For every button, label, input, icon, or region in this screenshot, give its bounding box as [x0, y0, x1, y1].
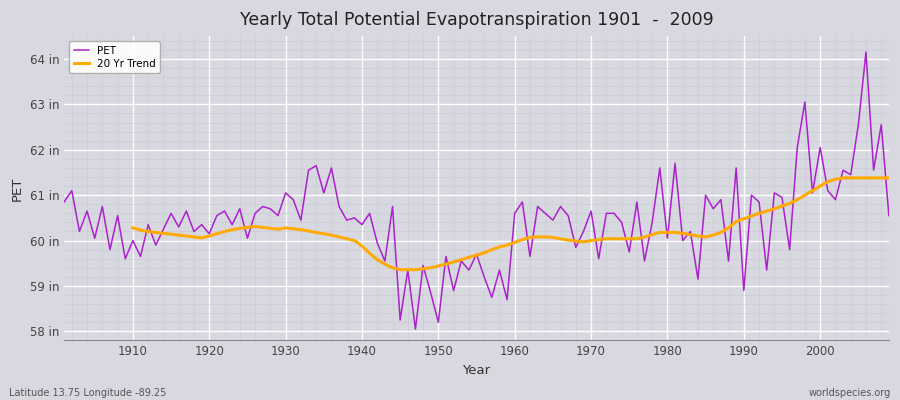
- 20 Yr Trend: [838, 176, 849, 180]
- Title: Yearly Total Potential Evapotranspiration 1901  -  2009: Yearly Total Potential Evapotranspiratio…: [239, 11, 714, 29]
- 20 Yr Trend: [586, 238, 597, 243]
- 20 Yr Trend: [395, 267, 406, 272]
- PET: [58, 200, 69, 204]
- Y-axis label: PET: PET: [11, 176, 24, 200]
- 20 Yr Trend: [273, 227, 284, 232]
- Text: worldspecies.org: worldspecies.org: [809, 388, 891, 398]
- 20 Yr Trend: [128, 226, 139, 230]
- PET: [334, 204, 345, 209]
- Line: PET: PET: [64, 52, 889, 329]
- Line: 20 Yr Trend: 20 Yr Trend: [133, 178, 889, 270]
- Legend: PET, 20 Yr Trend: PET, 20 Yr Trend: [69, 42, 160, 73]
- 20 Yr Trend: [303, 229, 314, 234]
- Text: Latitude 13.75 Longitude -89.25: Latitude 13.75 Longitude -89.25: [9, 388, 166, 398]
- PET: [884, 213, 895, 218]
- PET: [608, 211, 619, 216]
- 20 Yr Trend: [830, 177, 841, 182]
- 20 Yr Trend: [884, 176, 895, 180]
- 20 Yr Trend: [525, 235, 535, 240]
- X-axis label: Year: Year: [463, 364, 491, 377]
- PET: [410, 327, 421, 332]
- PET: [120, 256, 130, 261]
- PET: [288, 197, 299, 202]
- 20 Yr Trend: [860, 176, 871, 180]
- PET: [860, 50, 871, 54]
- PET: [509, 211, 520, 216]
- PET: [517, 200, 527, 204]
